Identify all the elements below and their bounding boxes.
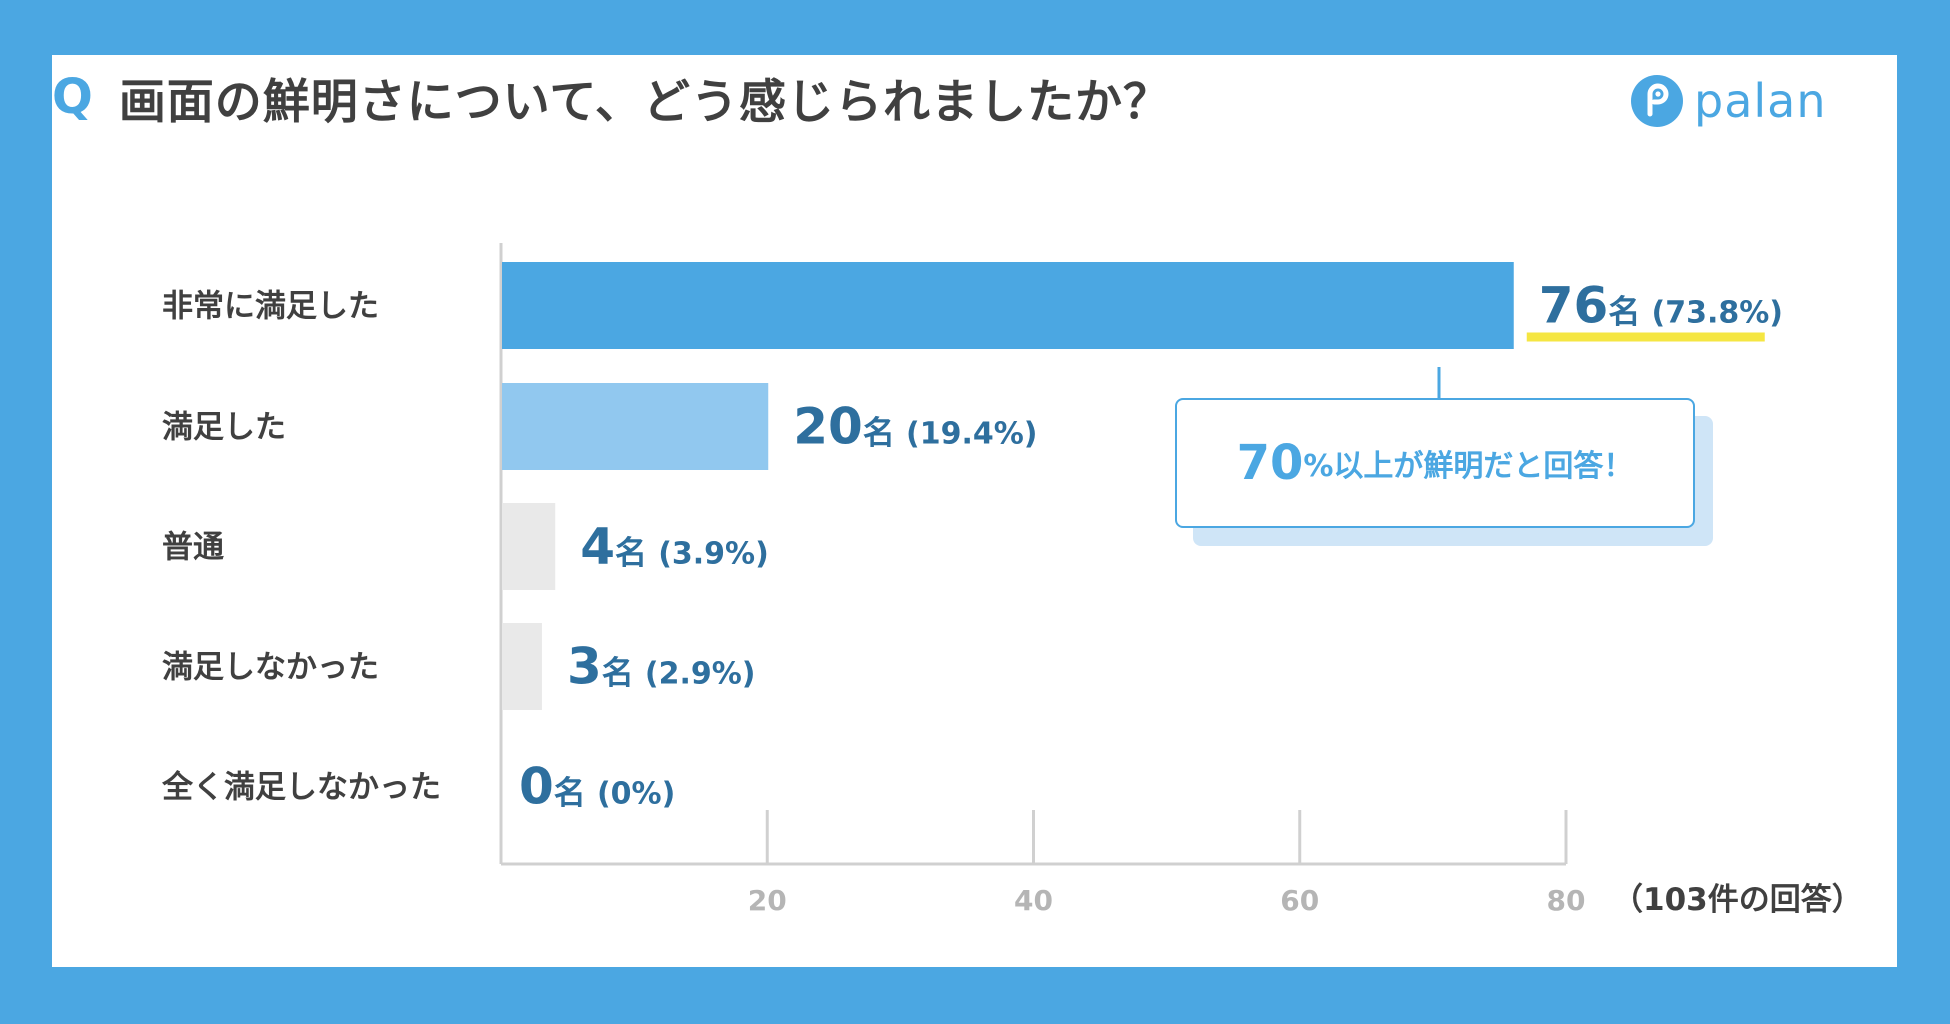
palan-p-icon — [1631, 75, 1683, 127]
value-label: 76名 (73.8%) — [1539, 277, 1783, 335]
bar-2 — [502, 383, 769, 470]
x-tick-label-20: 20 — [748, 884, 787, 917]
bar-1 — [502, 262, 1514, 349]
value-label: 0名 (0%) — [519, 758, 675, 816]
callout-box: 70 %以上が鮮明だと回答！ — [1175, 398, 1713, 546]
logo-wordmark: palan — [1694, 74, 1827, 128]
question-mark-label: Q — [52, 69, 93, 125]
value-label: 20名 (19.4%) — [793, 398, 1037, 456]
x-tick-label-40: 40 — [1014, 884, 1053, 917]
value-label: 3名 (2.9%) — [567, 638, 756, 696]
question-title: Q 画面の鮮明さについて、どう感じられましたか？ — [52, 62, 1171, 132]
callout-big-number: 70 — [1236, 435, 1304, 491]
category-label: 普通 — [162, 530, 224, 566]
category-label: 満足しなかった — [162, 650, 379, 686]
x-tick-label-80: 80 — [1547, 884, 1586, 917]
value-label: 4名 (3.9%) — [580, 518, 769, 576]
category-label: 全く満足しなかった — [161, 770, 441, 806]
bar-3 — [502, 503, 556, 590]
category-label: 非常に満足した — [162, 289, 379, 325]
callout-panel: 70 %以上が鮮明だと回答！ — [1175, 398, 1695, 528]
highlight-underline — [1526, 332, 1765, 342]
response-count-note: （103件の回答） — [1612, 882, 1863, 918]
category-label: 満足した — [162, 410, 286, 446]
callout-text: %以上が鮮明だと回答！ — [1303, 449, 1634, 484]
question-text: 画面の鮮明さについて、どう感じられましたか？ — [118, 74, 1172, 130]
palan-logo: palan — [1630, 66, 1827, 136]
x-tick-label-60: 60 — [1280, 884, 1319, 917]
bar-4 — [502, 623, 542, 710]
